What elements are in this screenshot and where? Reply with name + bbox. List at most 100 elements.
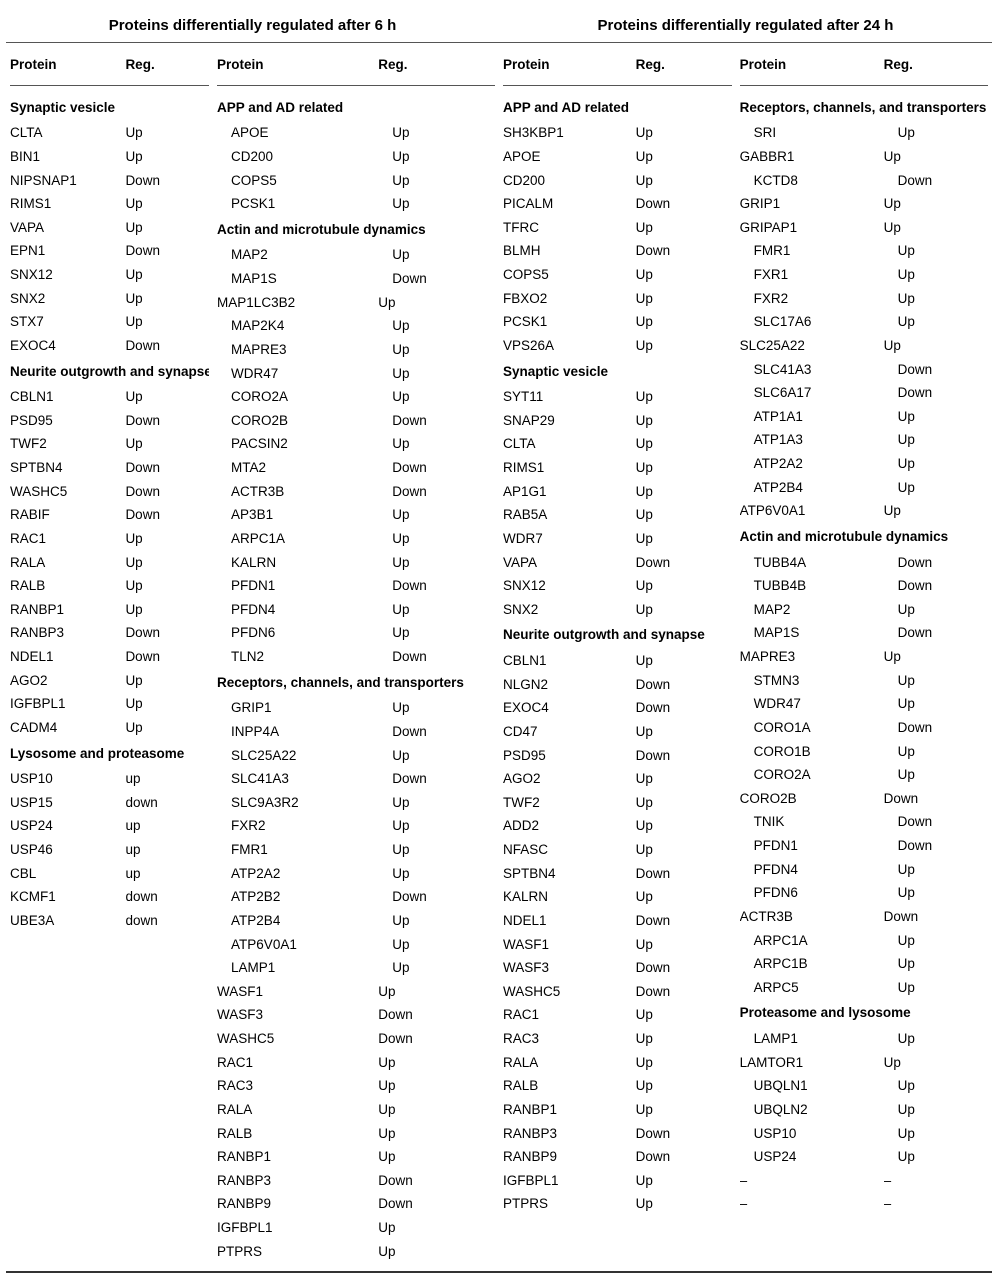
reg-cell: Up — [392, 385, 499, 409]
protein-cell: RAC1 — [217, 1051, 378, 1075]
protein-cell: USP24 — [740, 1145, 898, 1169]
protein-cell: UBQLN2 — [740, 1098, 898, 1122]
reg-cell: Up — [392, 362, 499, 386]
reg-cell: Down — [125, 621, 209, 645]
table-row: CBLup — [10, 862, 209, 886]
reg-cell: Up — [378, 1122, 495, 1146]
table-row: RAC1Up — [10, 527, 209, 551]
protein-cell: GRIPAP1 — [740, 216, 884, 240]
section-title: Receptors, channels, and transporters — [217, 669, 495, 697]
reg-cell: up — [125, 862, 209, 886]
table-row: SNX12Up — [503, 574, 732, 598]
table-row-empty: –– — [740, 1192, 988, 1216]
protein-cell: MAP1S — [217, 267, 392, 291]
protein-cell: ATP6V0A1 — [740, 499, 884, 523]
reg-cell: Down — [636, 673, 732, 697]
super-header-row: Proteins differentially regulated after … — [6, 8, 992, 43]
reg-cell: Up — [636, 1098, 732, 1122]
reg-cell: Up — [125, 310, 209, 334]
protein-cell: WASHC5 — [217, 1027, 378, 1051]
table-row: RABIFDown — [10, 503, 209, 527]
protein-cell: WASHC5 — [10, 480, 125, 504]
protein-cell: SPTBN4 — [503, 862, 636, 886]
protein-cell: FXR1 — [740, 263, 898, 287]
protein-cell: USP10 — [10, 767, 125, 791]
reg-cell: Down — [898, 381, 992, 405]
protein-cell: SLC25A22 — [740, 334, 884, 358]
reg-cell: Down — [392, 645, 499, 669]
table-row: UBQLN1Up — [740, 1074, 988, 1098]
table-row: CORO2BDown — [740, 787, 988, 811]
reg-cell: Up — [898, 405, 992, 429]
reg-cell: Up — [378, 980, 495, 1004]
reg-cell: Down — [636, 744, 732, 768]
table-row: ATP2A2Up — [217, 862, 495, 886]
protein-cell: AP3B1 — [217, 503, 392, 527]
reg-cell: Up — [636, 409, 732, 433]
reg-cell: Up — [392, 527, 499, 551]
table-row: CBLN1Up — [503, 649, 732, 673]
table-row: SPTBN4Down — [10, 456, 209, 480]
table-row: RANBP3Down — [10, 621, 209, 645]
protein-cell: RAC3 — [217, 1074, 378, 1098]
reg-cell: Down — [378, 1169, 495, 1193]
table-row: WDR47Up — [217, 362, 495, 386]
protein-cell: TFRC — [503, 216, 636, 240]
reg-cell: Up — [125, 263, 209, 287]
protein-cell: IGFBPL1 — [10, 692, 125, 716]
table-row: WDR7Up — [503, 527, 732, 551]
reg-cell: Up — [636, 169, 732, 193]
table-row: WASHC5Down — [503, 980, 732, 1004]
table-row: RANBP9Down — [503, 1145, 732, 1169]
protein-cell: AGO2 — [10, 669, 125, 693]
protein-cell: CORO2B — [740, 787, 884, 811]
protein-cell: CLTA — [503, 432, 636, 456]
table-row: RALBUp — [217, 1122, 495, 1146]
protein-cell: RANBP9 — [503, 1145, 636, 1169]
table-row: TUBB4ADown — [740, 551, 988, 575]
protein-cell: CBL — [10, 862, 125, 886]
table-row: RIMS1Up — [503, 456, 732, 480]
reg-cell: Up — [125, 385, 209, 409]
protein-cell: VAPA — [10, 216, 125, 240]
protein-cell: WASF3 — [217, 1003, 378, 1027]
reg-cell: Down — [636, 909, 732, 933]
reg-cell: Up — [125, 432, 209, 456]
section-title: Neurite outgrowth and synapse — [10, 358, 209, 386]
table-row: TWF2Up — [10, 432, 209, 456]
reg-cell: Down — [636, 551, 732, 575]
reg-cell: Down — [636, 1122, 732, 1146]
reg-cell: Up — [378, 1098, 495, 1122]
table-row: CADM4Up — [10, 716, 209, 740]
protein-cell: EXOC4 — [503, 696, 636, 720]
protein-cell: MAP1LC3B2 — [217, 291, 378, 315]
table-row: IGFBPL1Up — [503, 1169, 732, 1193]
protein-cell: AP1G1 — [503, 480, 636, 504]
protein-cell: RALA — [503, 1051, 636, 1075]
protein-cell: NDEL1 — [503, 909, 636, 933]
protein-cell: SRI — [740, 121, 898, 145]
protein-cell: VPS26A — [503, 334, 636, 358]
reg-cell: Down — [125, 503, 209, 527]
reg-cell: Up — [636, 432, 732, 456]
table-row: TWF2Up — [503, 791, 732, 815]
table-row-empty: –– — [740, 1169, 988, 1193]
table-row: ATP6V0A1Up — [217, 933, 495, 957]
table-row: NDEL1Down — [503, 909, 732, 933]
table-row: EXOC4Down — [503, 696, 732, 720]
protein-cell: PFDN4 — [740, 858, 898, 882]
reg-cell: Down — [636, 862, 732, 886]
protein-cell: WASF1 — [217, 980, 378, 1004]
protein-cell: CD200 — [217, 145, 392, 169]
protein-cell: NFASC — [503, 838, 636, 862]
reg-cell: Up — [636, 1169, 732, 1193]
section-title: APP and AD related — [503, 94, 732, 122]
reg-cell: Up — [898, 263, 992, 287]
reg-cell: Up — [392, 169, 499, 193]
table-row: PTPRSUp — [217, 1240, 495, 1264]
protein-cell: LAMP1 — [217, 956, 392, 980]
table-row: SYT11Up — [503, 385, 732, 409]
reg-cell: Up — [392, 598, 499, 622]
protein-cell: PCSK1 — [217, 192, 392, 216]
protein-cell: RAB5A — [503, 503, 636, 527]
